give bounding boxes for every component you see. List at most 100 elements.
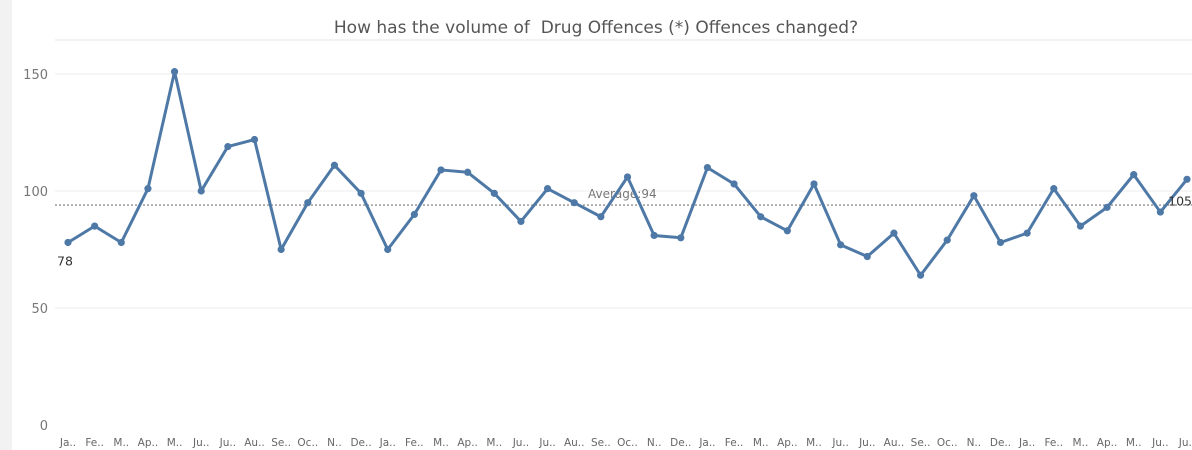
x-tick-label: Fe.. <box>725 437 744 449</box>
y-tick-label: 150 <box>23 68 48 83</box>
data-point <box>304 199 312 207</box>
x-tick-label: Ju.. <box>1151 437 1168 449</box>
data-point <box>224 142 232 151</box>
x-tick-label: N.. <box>647 437 662 449</box>
x-tick-label: De.. <box>350 437 371 449</box>
data-point <box>1076 222 1085 230</box>
x-tick-label: M.. <box>753 437 769 449</box>
data-point <box>650 231 658 240</box>
data-point <box>943 236 951 244</box>
x-tick-label: Ju.. <box>858 437 875 449</box>
x-tick-label: Ju.. <box>538 437 555 449</box>
data-point <box>677 234 685 242</box>
y-axis: 0 50 100 150 <box>23 68 48 434</box>
y-tick-label: 50 <box>31 302 48 317</box>
data-points <box>64 68 1191 279</box>
x-tick-label: Oc.. <box>937 437 958 449</box>
x-tick-label: M.. <box>433 437 449 449</box>
x-tick-label: Fe.. <box>85 437 104 449</box>
data-point <box>1023 229 1031 237</box>
data-point <box>197 187 205 195</box>
x-tick-label: Ju.. <box>512 437 529 449</box>
x-tick-label: Ju.. <box>1178 437 1192 449</box>
x-tick-label: M.. <box>486 437 502 449</box>
average-label: Average:94 <box>588 187 657 201</box>
x-tick-label: Au.. <box>564 437 585 449</box>
data-point <box>384 245 392 254</box>
x-tick-label: N.. <box>327 437 342 449</box>
x-tick-label: M.. <box>1073 437 1089 449</box>
average-reference: Average:94 <box>55 187 1192 206</box>
x-tick-label: M.. <box>1126 437 1142 449</box>
x-tick-label: Ja.. <box>1018 437 1035 449</box>
data-point <box>837 241 845 249</box>
x-tick-label: Se.. <box>271 437 291 449</box>
data-point <box>863 252 871 261</box>
end-value-label: 105 <box>1168 193 1192 208</box>
data-point <box>730 180 738 188</box>
data-point <box>570 199 578 207</box>
x-tick-label: M.. <box>806 437 822 449</box>
x-tick-label: Ja.. <box>379 437 396 449</box>
data-point <box>410 210 418 218</box>
x-tick-label: N.. <box>967 437 982 449</box>
x-tick-label: Ap.. <box>777 437 798 449</box>
chart-title: How has the volume of Drug Offences (*) … <box>333 18 859 38</box>
data-point <box>117 238 125 247</box>
x-tick-label: Ja.. <box>698 437 715 449</box>
data-point <box>357 189 365 197</box>
x-tick-label: Ja.. <box>59 437 76 449</box>
x-tick-label: Fe.. <box>1044 437 1063 449</box>
data-point <box>1103 203 1111 211</box>
data-point <box>1050 185 1058 193</box>
data-point <box>597 213 605 221</box>
data-point <box>1130 171 1138 179</box>
x-tick-label: Ap.. <box>1097 437 1118 449</box>
gridlines <box>55 39 1192 309</box>
data-point <box>916 271 925 279</box>
x-tick-label: De.. <box>990 437 1011 449</box>
x-axis: Ja.. Fe.. M.. Ap.. M.. Ju.. Ju.. Au.. Se.. Oc.. N.… <box>59 437 1192 449</box>
data-point <box>437 166 445 174</box>
data-point <box>1183 175 1191 183</box>
y-tick-label: 0 <box>40 419 48 434</box>
data-point <box>757 213 765 221</box>
data-point <box>91 222 99 230</box>
x-tick-label: Ap.. <box>138 437 159 449</box>
data-labels: 78 105 <box>57 193 1192 268</box>
data-point <box>277 245 285 254</box>
x-tick-label: Au.. <box>244 437 265 449</box>
data-point <box>144 185 152 193</box>
left-panel-strip <box>0 0 12 450</box>
x-tick-label: M.. <box>167 437 183 449</box>
data-point <box>810 180 818 188</box>
x-tick-label: Oc.. <box>297 437 318 449</box>
data-point <box>1156 208 1164 216</box>
data-point <box>490 189 498 197</box>
start-value-label: 78 <box>57 253 73 268</box>
data-point <box>464 168 472 176</box>
data-point <box>996 238 1005 247</box>
data-point <box>250 135 259 144</box>
x-tick-label: Ju.. <box>192 437 209 449</box>
x-tick-label: Ju.. <box>831 437 848 449</box>
data-point <box>330 161 339 169</box>
data-point <box>783 227 791 235</box>
x-tick-label: Au.. <box>884 437 905 449</box>
data-point <box>623 173 632 181</box>
data-point <box>517 217 525 226</box>
data-point <box>543 185 552 193</box>
x-tick-label: Se.. <box>591 437 611 449</box>
x-tick-label: Ap.. <box>457 437 478 449</box>
y-tick-label: 100 <box>23 185 48 200</box>
data-point <box>703 164 712 172</box>
x-tick-label: Ju.. <box>219 437 236 449</box>
data-point <box>970 192 978 200</box>
data-point <box>64 238 72 247</box>
x-tick-label: Fe.. <box>405 437 424 449</box>
x-tick-label: Se.. <box>911 437 931 449</box>
data-point <box>890 229 898 237</box>
x-tick-label: M.. <box>113 437 129 449</box>
x-tick-label: Oc.. <box>617 437 638 449</box>
